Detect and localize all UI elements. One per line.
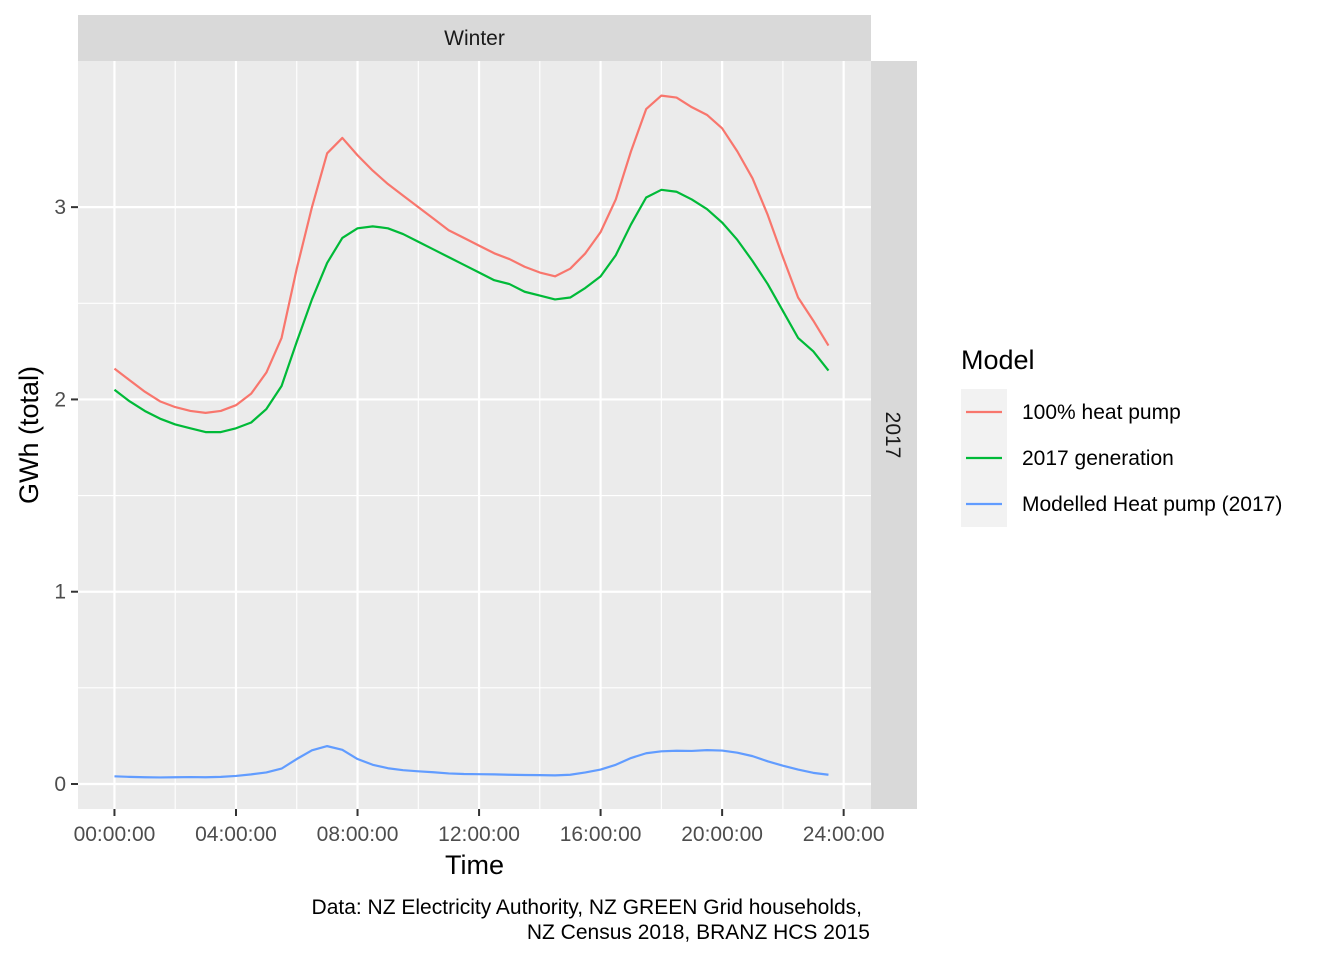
x-tick-label: 24:00:00 — [803, 823, 885, 846]
y-axis: 0 1 2 3 — [54, 196, 78, 796]
x-tick-label: 12:00:00 — [438, 823, 520, 846]
facet-strip-right — [871, 61, 917, 809]
series-line — [113, 188, 830, 434]
y-tick-label: 0 — [54, 773, 66, 796]
x-axis: 00:00:00 04:00:00 08:00:00 12:00:00 16:00:00… — [74, 809, 885, 846]
series-line — [113, 94, 830, 414]
minor-gridlines — [78, 61, 871, 809]
x-tick-label: 04:00:00 — [195, 823, 277, 846]
legend-title: Model — [961, 345, 1035, 375]
caption-line-2: NZ Census 2018, BRANZ HCS 2015 — [527, 921, 870, 944]
caption-line-1: Data: NZ Electricity Authority, NZ GREEN… — [312, 896, 862, 919]
legend-label: 2017 generation — [1022, 447, 1174, 470]
facet-label-top: Winter — [444, 27, 505, 50]
y-axis-title: GWh (total) — [14, 366, 44, 504]
x-tick-label: 20:00:00 — [681, 823, 763, 846]
y-tick-label: 1 — [54, 581, 66, 604]
x-tick-label: 16:00:00 — [560, 823, 642, 846]
x-tick-label: 00:00:00 — [74, 823, 156, 846]
series-line — [114, 745, 829, 779]
legend-label: 100% heat pump — [1022, 401, 1181, 424]
major-gridlines — [78, 61, 871, 809]
x-tick-label: 08:00:00 — [317, 823, 399, 846]
facet-label-right: 2017 — [881, 412, 904, 459]
y-tick-label: 2 — [54, 388, 66, 411]
legend-label: Modelled Heat pump (2017) — [1022, 493, 1282, 516]
panel-background — [78, 61, 871, 809]
legend-items: 100% heat pump 2017 generation Modelled He… — [966, 401, 1282, 516]
series-lines — [113, 94, 830, 779]
x-axis-title: Time — [445, 850, 504, 880]
y-tick-label: 3 — [54, 196, 66, 219]
facet-strip-top — [78, 15, 871, 61]
